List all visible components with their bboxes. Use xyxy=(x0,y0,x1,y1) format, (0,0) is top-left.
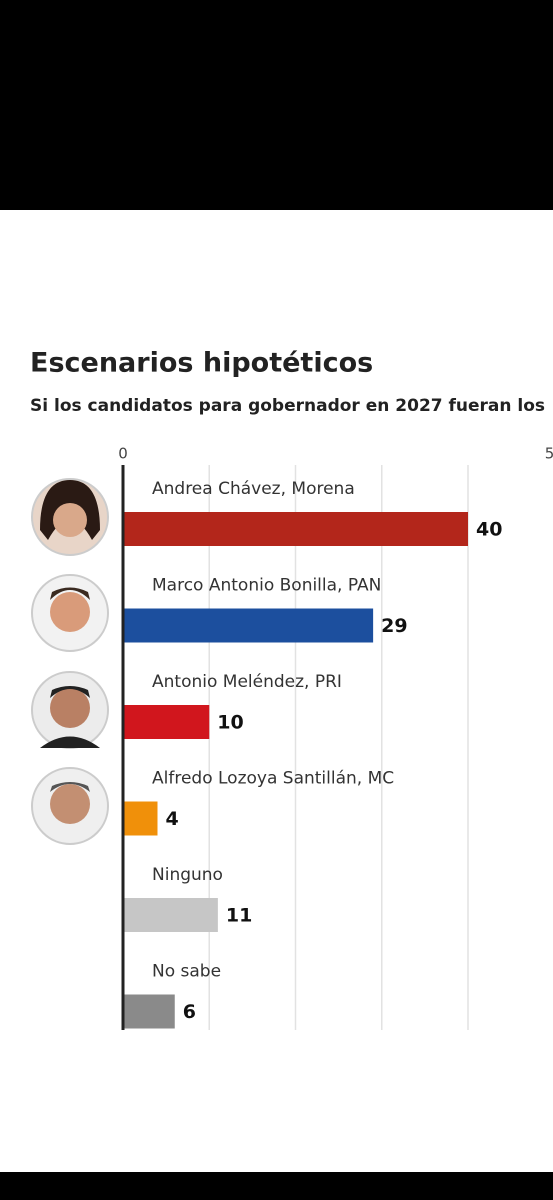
photo xyxy=(31,767,109,845)
value-label: 10 xyxy=(217,712,243,734)
bar xyxy=(123,801,158,836)
photo xyxy=(31,478,109,556)
chart-title: Escenarios hipotéticos xyxy=(30,348,373,379)
category-label: Marco Antonio Bonilla, PAN xyxy=(152,576,381,596)
value-label: 29 xyxy=(381,615,407,637)
value-label: 40 xyxy=(476,519,502,541)
category-label: Ninguno xyxy=(152,865,223,885)
bar xyxy=(123,512,468,546)
bar xyxy=(123,994,175,1029)
value-label: 4 xyxy=(166,808,179,830)
photo xyxy=(31,671,109,749)
bar xyxy=(123,705,210,739)
x-tick-label: 50 xyxy=(545,445,553,463)
photo xyxy=(31,574,109,652)
value-label: 11 xyxy=(226,905,252,927)
category-label: No sabe xyxy=(152,962,221,982)
value-label: 6 xyxy=(183,1001,196,1023)
bar xyxy=(123,898,218,932)
photos xyxy=(31,478,109,845)
category-label: Antonio Meléndez, PRI xyxy=(152,672,342,692)
plot: 0 50 Andrea Chávez, Morena 40 Marco Antonio … xyxy=(118,445,553,1030)
chart-subtitle: Si los candidatos para gobernador en 202… xyxy=(30,396,545,416)
x-tick-label: 0 xyxy=(118,445,128,463)
category-label: Alfredo Lozoya Santillán, MC xyxy=(152,769,394,789)
bar xyxy=(123,608,374,643)
top-bar xyxy=(0,0,553,210)
bottom-bar xyxy=(0,1172,553,1200)
category-label: Andrea Chávez, Morena xyxy=(152,479,355,499)
